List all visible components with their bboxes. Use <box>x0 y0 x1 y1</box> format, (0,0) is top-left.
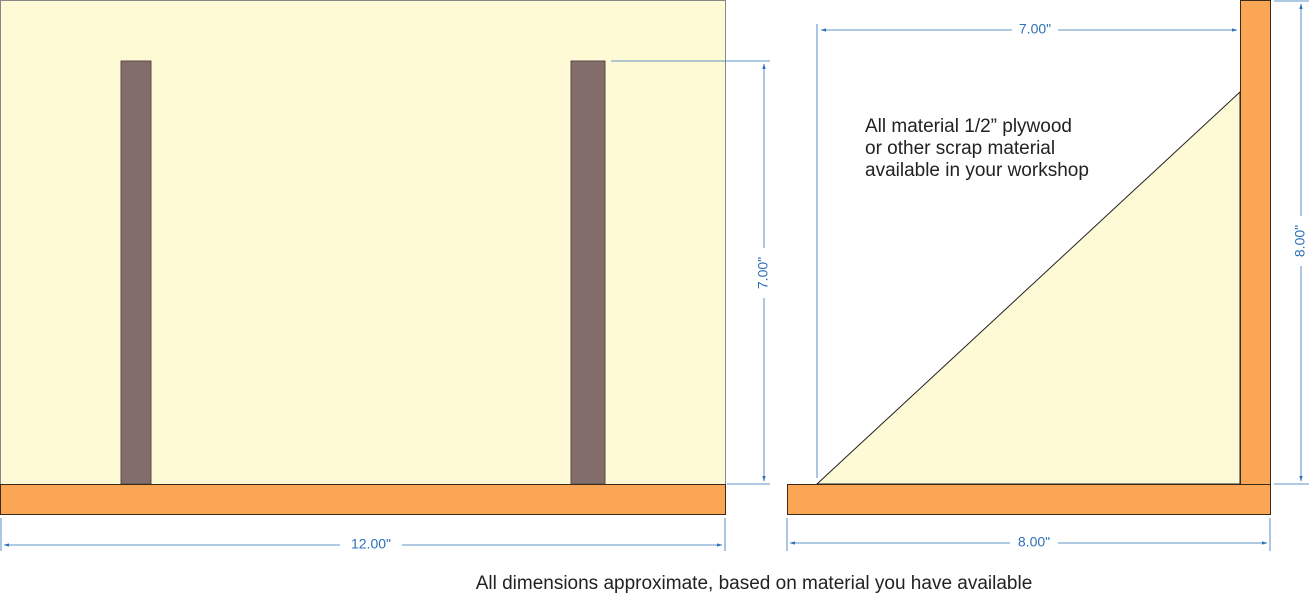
side-top-label: 7.00" <box>1019 21 1051 37</box>
base-board <box>0 484 726 515</box>
vertical-board <box>1240 0 1271 485</box>
front-width-dimension: 12.00" <box>0 518 726 552</box>
note-line-1: All material 1/2” plywood <box>865 116 1072 137</box>
front-view: 7.00" 12.00" <box>0 0 771 552</box>
side-right-dimension: 8.00" <box>1274 0 1309 485</box>
note-line-2: or other scrap material <box>865 138 1055 159</box>
front-width-label: 12.00" <box>351 536 391 552</box>
side-top-dimension: 7.00" <box>816 21 1238 478</box>
note-line-3: available in your workshop <box>865 160 1089 181</box>
material-note: All material 1/2” plywood or other scrap… <box>865 116 1089 181</box>
right-post <box>570 60 606 485</box>
side-bottom-dimension: 8.00" <box>786 518 1271 551</box>
left-post <box>120 60 152 485</box>
side-view: 7.00" 8.00" 8.00" All material 1/2” plyw… <box>786 0 1309 551</box>
side-bottom-label: 8.00" <box>1018 534 1050 550</box>
side-right-label: 8.00" <box>1292 225 1308 257</box>
side-base-board <box>787 484 1271 515</box>
dimensions-caption: All dimensions approximate, based on mat… <box>476 573 1033 594</box>
back-panel <box>0 0 726 485</box>
front-height-label: 7.00" <box>755 257 771 289</box>
front-height-dimension: 7.00" <box>611 60 771 485</box>
